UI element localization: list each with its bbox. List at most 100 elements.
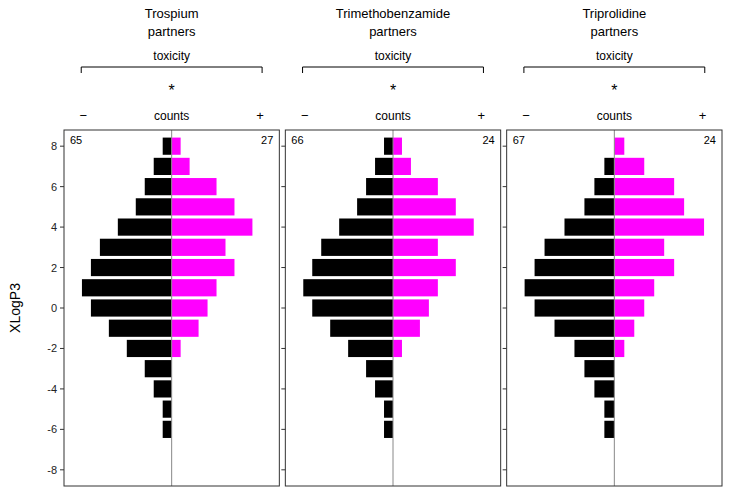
bar [172,299,208,316]
annotation: toxicity [153,49,190,63]
y-tick [281,469,285,470]
y-tick [281,186,285,187]
bar [154,158,172,175]
count-negative: 66 [291,134,303,146]
panel-subtitle: partners [369,24,417,39]
panel: 6724Triprolidinepartnerstoxicity*−counts… [503,6,722,486]
bar [614,279,654,296]
y-tick [503,146,507,147]
y-tick-label: 2 [51,262,57,274]
bar [127,340,172,357]
bar [555,320,615,337]
bar [172,259,235,276]
y-tick [60,186,64,187]
y-tick [60,227,64,228]
y-tick [503,469,507,470]
bar [393,218,474,235]
y-tick [281,146,285,147]
y-tick [60,429,64,430]
annotation: * [169,82,175,99]
bar [393,279,438,296]
bar [357,198,393,215]
y-tick [60,308,64,309]
bar [594,178,614,195]
bar [366,360,393,377]
bar [384,421,393,438]
y-tick [60,469,64,470]
bar [136,198,172,215]
bracket [81,67,262,73]
annotation: counts [375,109,410,123]
annotation: * [390,82,396,99]
bars [82,138,252,438]
annotation: − [301,108,309,123]
y-tick [281,388,285,389]
count-negative: 67 [513,134,525,146]
bar [312,299,393,316]
y-tick-label: 6 [51,181,57,193]
bar [375,158,393,175]
count-positive: 24 [482,134,494,146]
y-tick-label: 0 [51,302,57,314]
y-tick [281,267,285,268]
plot-frame [64,130,279,486]
bar [614,138,624,155]
y-tick [503,308,507,309]
y-tick-label: 4 [51,221,57,233]
bar [393,158,411,175]
y-tick-label: -4 [47,383,57,395]
bar [393,198,456,215]
annotation: * [611,82,617,99]
bar [604,421,614,438]
plot-frame [285,130,500,486]
bar [172,320,199,337]
annotation: toxicity [375,49,412,63]
bar [614,299,644,316]
bar [348,340,393,357]
bar [154,380,172,397]
bar [366,178,393,195]
y-axis-label: XLogP3 [7,283,23,333]
y-tick-label: -2 [47,342,57,354]
y-tick-label: 8 [51,140,57,152]
y-tick [60,146,64,147]
zero-line [393,130,394,486]
bar [172,218,253,235]
y-tick [60,388,64,389]
bar [384,138,393,155]
bar [100,239,172,256]
bar [172,178,217,195]
count-positive: 27 [261,134,273,146]
bar [614,259,674,276]
y-tick [503,348,507,349]
bar [393,320,420,337]
bar [82,279,172,296]
bar [525,279,615,296]
bar [584,360,614,377]
bracket [524,67,705,73]
y-tick [281,308,285,309]
count-negative: 65 [70,134,82,146]
bar [163,401,172,418]
bar [594,380,614,397]
bar [393,239,438,256]
panel: 66 24 Trimethobenzamide partners toxicity * − c… [281,6,500,486]
bar [574,340,614,357]
bar [163,138,172,155]
bar [145,360,172,377]
panel-title: Trimethobenzamide [336,6,450,21]
bar [145,178,172,195]
bar [393,299,429,316]
bar [91,299,172,316]
panel-subtitle: partners [590,24,638,39]
bar [172,279,217,296]
bar [330,320,393,337]
bar [604,401,614,418]
annotation: − [80,108,88,123]
panel-subtitle: partners [148,24,196,39]
bar [375,380,393,397]
bar [321,239,393,256]
bar [614,158,644,175]
bar [535,259,615,276]
bar [393,178,438,195]
